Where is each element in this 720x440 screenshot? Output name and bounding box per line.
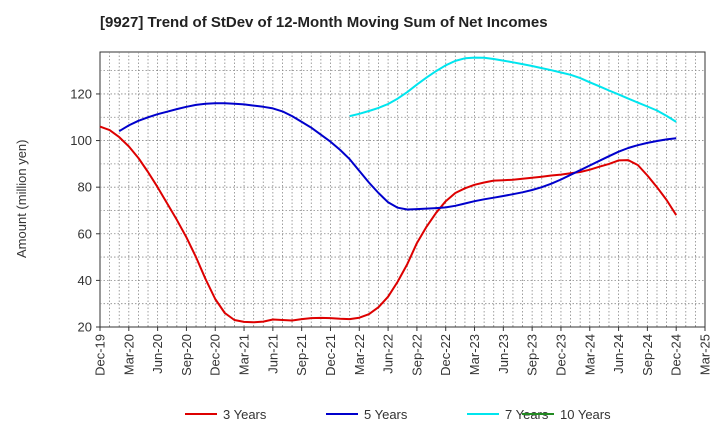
series-line-7-years	[349, 56, 677, 123]
x-tick-label: Mar-20	[121, 334, 136, 375]
y-tick-label: 20	[78, 320, 92, 335]
x-tick-label: Sep-24	[640, 334, 655, 376]
x-tick-label: Sep-22	[409, 334, 424, 376]
series-line-5-years	[118, 102, 677, 211]
x-tick-label: Mar-21	[237, 334, 252, 375]
plot-area	[99, 51, 706, 328]
x-tick-label: Dec-19	[93, 334, 108, 376]
x-tick-label: Dec-22	[438, 334, 453, 376]
series-line-3-years	[99, 125, 678, 324]
x-tick-label: Mar-24	[582, 334, 597, 375]
x-tick-label: Mar-23	[467, 334, 482, 375]
y-tick-label: 40	[78, 273, 92, 288]
y-tick-label: 60	[78, 226, 92, 241]
y-tick-label: 120	[70, 86, 92, 101]
x-tick-label: Jun-22	[381, 334, 396, 374]
legend-label-3-years: 3 Years	[223, 407, 267, 422]
x-tick-label: Sep-20	[179, 334, 194, 376]
x-tick-label: Dec-20	[208, 334, 223, 376]
x-tick-label: Dec-23	[553, 334, 568, 376]
y-tick-label: 80	[78, 180, 92, 195]
x-tick-label: Mar-22	[352, 334, 367, 375]
y-tick-label: 100	[70, 133, 92, 148]
x-tick-label: Dec-21	[323, 334, 338, 376]
legend-label-5-years: 5 Years	[364, 407, 408, 422]
chart-title: [9927] Trend of StDev of 12-Month Moving…	[100, 14, 548, 31]
x-tick-label: Jun-20	[150, 334, 165, 374]
x-tick-label: Sep-23	[525, 334, 540, 376]
x-tick-label: Jun-21	[265, 334, 280, 374]
x-tick-label: Jun-23	[496, 334, 511, 374]
x-tick-label: Mar-25	[698, 334, 713, 375]
x-tick-label: Dec-24	[669, 334, 684, 376]
legend-label-10-years: 10 Years	[560, 407, 611, 422]
x-tick-label: Jun-24	[611, 334, 626, 374]
x-tick-label: Sep-21	[294, 334, 309, 376]
